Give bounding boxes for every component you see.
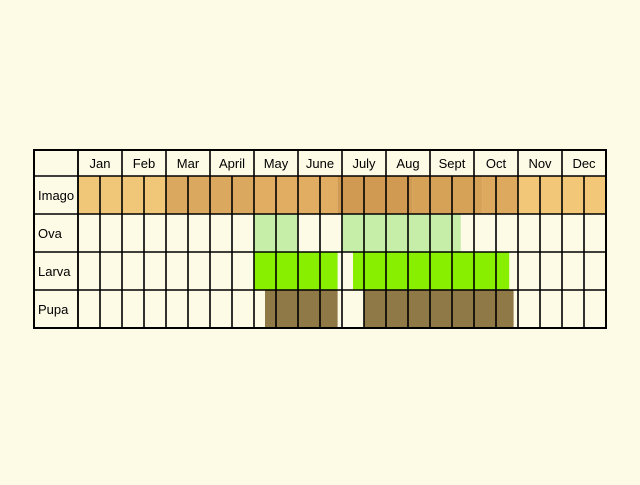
month-label-july: July: [352, 156, 376, 171]
stage-period-pupa-0: [265, 290, 338, 328]
stage-period-pupa-1: [364, 290, 514, 328]
month-label-nov: Nov: [528, 156, 552, 171]
stage-period-larva-1: [353, 252, 510, 290]
stage-period-imago-3: [337, 176, 413, 214]
month-label-dec: Dec: [572, 156, 596, 171]
month-label-jan: Jan: [90, 156, 111, 171]
month-label-aug: Aug: [396, 156, 419, 171]
stage-label-ova: Ova: [38, 226, 63, 241]
month-label-sept: Sept: [439, 156, 466, 171]
stage-period-ova-1: [342, 214, 461, 252]
stage-label-larva: Larva: [38, 264, 71, 279]
stage-label-imago: Imago: [38, 188, 74, 203]
month-label-mar: Mar: [177, 156, 200, 171]
month-label-may: May: [264, 156, 289, 171]
month-label-apr: April: [219, 156, 245, 171]
month-label-feb: Feb: [133, 156, 155, 171]
stage-period-imago-2: [254, 176, 338, 214]
stage-period-imago-5: [482, 176, 518, 214]
stage-period-larva-0: [254, 252, 338, 290]
table-border: [33, 149, 607, 329]
stage-period-imago-4: [412, 176, 483, 214]
month-label-june: June: [306, 156, 334, 171]
month-label-oct: Oct: [486, 156, 507, 171]
stage-label-pupa: Pupa: [38, 302, 69, 317]
